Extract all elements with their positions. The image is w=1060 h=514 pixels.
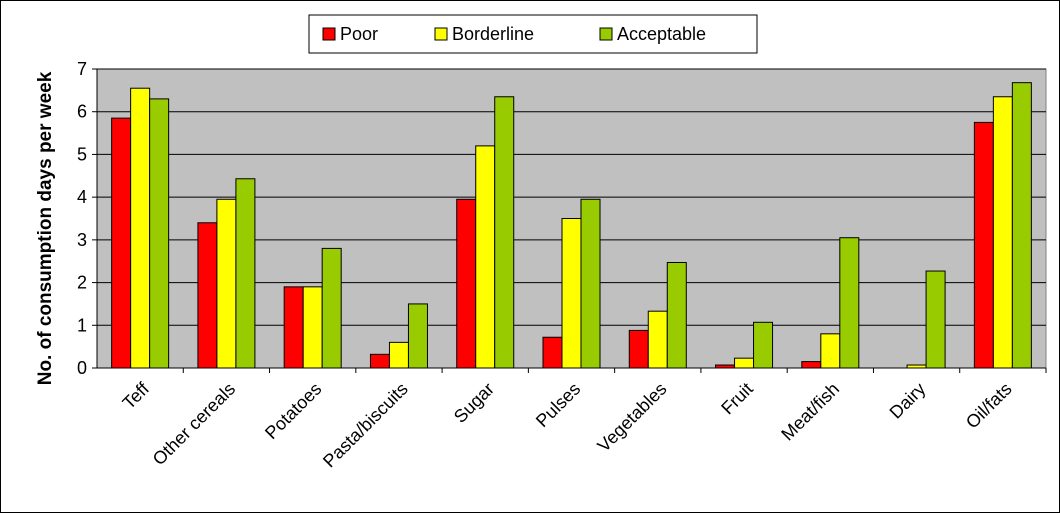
bar-poor	[197, 222, 218, 369]
bar-borderline	[906, 364, 927, 369]
bar-acceptable	[235, 178, 256, 369]
bar-acceptable	[925, 270, 946, 369]
bar-borderline	[561, 218, 582, 369]
x-tick-label: Potatoes	[261, 379, 325, 443]
legend: Poor Borderline Acceptable	[308, 14, 758, 54]
x-tick-label: Sugar	[450, 379, 498, 427]
x-tick-label: Oil/fats	[962, 379, 1016, 433]
bar-borderline	[388, 341, 409, 369]
legend-box	[308, 14, 758, 54]
bar-acceptable	[666, 261, 687, 369]
bar-borderline	[992, 96, 1013, 369]
y-tick-label: 5	[77, 144, 87, 164]
bar-poor	[111, 117, 132, 369]
bar-poor	[801, 361, 822, 369]
bar-acceptable	[839, 237, 860, 369]
legend-label-poor: Poor	[340, 24, 378, 44]
legend-swatch-acceptable	[599, 27, 613, 41]
bar-acceptable	[407, 303, 428, 369]
x-tick-label: Pasta/biscuits	[319, 379, 412, 472]
bar-poor	[628, 329, 649, 369]
y-axis: 0 1 2 3 4 5 6 7	[77, 59, 98, 378]
bar-borderline	[820, 333, 841, 369]
bar-acceptable	[494, 96, 515, 369]
x-tick-label: Meat/fish	[777, 379, 843, 445]
bar-acceptable	[1011, 82, 1032, 369]
bar-borderline	[130, 87, 151, 369]
y-tick-label: 2	[77, 273, 87, 293]
bar-acceptable	[753, 321, 774, 369]
bar-acceptable	[149, 98, 170, 369]
x-tick-label: Fruit	[717, 379, 757, 419]
bar-poor	[456, 198, 477, 369]
bar-poor	[715, 364, 736, 369]
bar-borderline	[216, 198, 237, 369]
bar-poor	[283, 286, 304, 369]
bar-poor	[369, 353, 390, 369]
y-tick-label: 1	[77, 315, 87, 335]
bar-acceptable	[580, 198, 601, 369]
x-tick-label: Dairy	[886, 379, 930, 423]
x-tick-label: Other cereals	[149, 379, 240, 470]
bar-poor	[973, 121, 994, 369]
legend-label-borderline: Borderline	[452, 24, 534, 44]
x-tick-label: Teff	[119, 378, 154, 413]
y-axis-title: No. of consumption days per week	[35, 71, 56, 385]
bar-borderline	[475, 145, 496, 369]
y-tick-label: 4	[77, 187, 87, 207]
x-tick-label: Pulses	[532, 379, 584, 431]
bar-poor	[542, 336, 563, 369]
bar-borderline	[647, 310, 668, 369]
y-tick-label: 0	[77, 358, 87, 378]
bar-acceptable	[321, 247, 342, 369]
x-tick-label: Vegetables	[593, 379, 670, 456]
bar-borderline	[302, 286, 323, 369]
y-tick-label: 7	[77, 59, 87, 79]
legend-label-acceptable: Acceptable	[617, 24, 706, 44]
legend-swatch-borderline	[434, 27, 448, 41]
y-tick-label: 6	[77, 102, 87, 122]
legend-swatch-poor	[322, 27, 336, 41]
y-tick-label: 3	[77, 230, 87, 250]
bars	[111, 82, 1032, 369]
bar-borderline	[734, 357, 755, 369]
